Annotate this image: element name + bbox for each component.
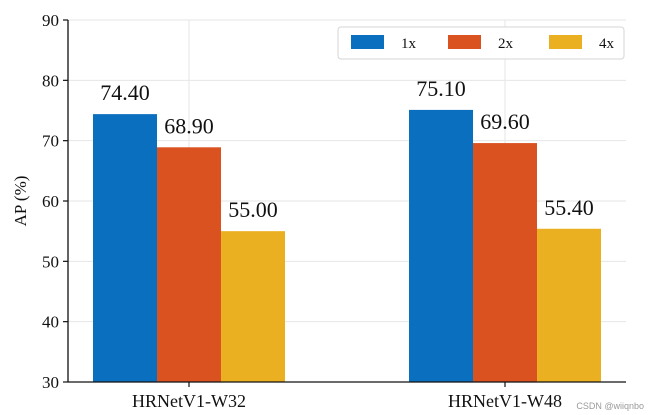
legend-swatch-4x [549, 35, 582, 49]
legend-swatch-2x [448, 35, 481, 49]
y-tick-label: 80 [42, 71, 59, 90]
y-tick-label: 90 [42, 11, 59, 30]
data-label: 68.90 [164, 113, 214, 138]
bars [93, 109, 601, 383]
y-tick-label: 40 [42, 313, 59, 332]
bar-2x-HRNetV1-W32 [157, 147, 221, 382]
legend-label: 1x [401, 36, 417, 52]
data-label: 55.40 [544, 195, 594, 220]
data-label: 69.60 [480, 109, 530, 134]
legend-label: 4x [599, 36, 615, 52]
y-tick-label: 30 [42, 373, 59, 392]
bar-1x-HRNetV1-W32 [93, 114, 157, 383]
legend-label: 2x [498, 36, 514, 52]
bar-4x-HRNetV1-W48 [537, 228, 601, 382]
legend: 1x 2x 4x [337, 26, 625, 60]
watermark: CSDN @wiiqnbo [576, 401, 644, 411]
data-labels: 74.40 75.10 68.90 69.60 55.00 55.40 [100, 76, 594, 222]
legend-swatch-1x [351, 35, 384, 49]
data-label: 75.10 [416, 76, 466, 101]
y-tick-label: 70 [42, 132, 59, 151]
bar-4x-HRNetV1-W32 [221, 231, 285, 382]
y-tick-label: 60 [42, 192, 59, 211]
y-tick-label: 50 [42, 252, 59, 271]
x-tick-label: HRNetV1-W48 [448, 391, 562, 411]
y-axis-title: AP (%) [11, 176, 30, 227]
bar-1x-HRNetV1-W48 [409, 109, 473, 382]
bar-2x-HRNetV1-W48 [473, 143, 537, 382]
data-label: 74.40 [100, 80, 150, 105]
x-tick-label: HRNetV1-W32 [132, 391, 246, 411]
axes: 30 40 50 60 70 80 90 HRNetV1-W32 HRNetV1-W48 [42, 11, 626, 411]
data-label: 55.00 [228, 197, 278, 222]
